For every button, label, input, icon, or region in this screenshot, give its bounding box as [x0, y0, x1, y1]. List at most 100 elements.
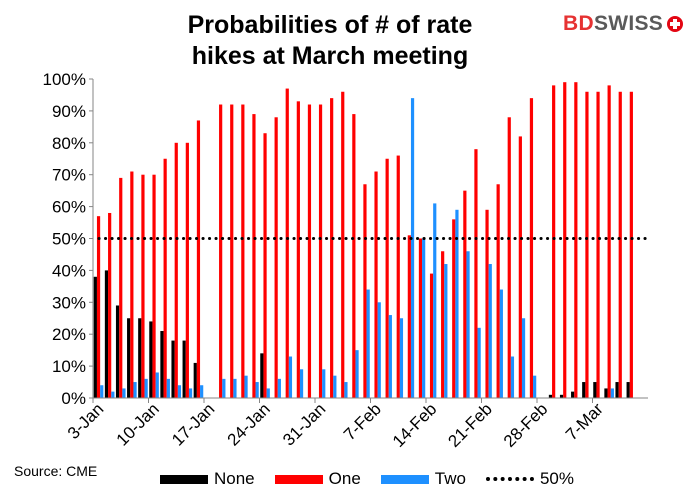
y-tick-label: 80%	[52, 134, 86, 153]
legend-label-two: Two	[434, 469, 466, 488]
bar-none	[548, 394, 553, 398]
bar-two	[244, 375, 248, 398]
bar-one	[141, 174, 145, 398]
bar-one	[152, 174, 156, 398]
bar-none	[559, 394, 564, 398]
y-tick-label: 70%	[52, 166, 86, 185]
bar-two	[344, 382, 348, 398]
x-tick-label: 28-Feb	[500, 399, 552, 451]
bar-one	[96, 216, 101, 398]
bar-two	[466, 251, 470, 398]
bar-none	[104, 270, 109, 398]
bar-one	[441, 251, 445, 398]
bar-one	[352, 114, 356, 398]
bar-two	[177, 385, 182, 398]
x-tick-label: 17-Jan	[168, 399, 218, 449]
bar-two	[366, 289, 370, 398]
bar-two	[133, 382, 137, 398]
source-note: Source: CME	[14, 463, 98, 479]
bar-none	[127, 318, 131, 398]
bar-none	[626, 382, 630, 398]
bar-none	[182, 340, 186, 398]
bar-two	[277, 378, 281, 398]
bar-none	[171, 340, 175, 398]
bar-none	[260, 353, 264, 398]
bar-one	[174, 142, 178, 398]
bar-one	[485, 209, 489, 398]
bar-one	[341, 91, 345, 398]
bar-one	[552, 85, 556, 398]
legend-swatch-two	[380, 474, 429, 484]
y-tick-label: 50%	[52, 230, 86, 249]
bar-two	[510, 356, 515, 398]
bar-two	[377, 302, 381, 398]
chart-title: Probabilities of # of rate hikes at Marc…	[187, 11, 473, 70]
bar-none	[582, 382, 586, 398]
bar-two	[410, 98, 415, 398]
bar-two	[388, 315, 392, 398]
x-tick-label: 21-Feb	[444, 399, 496, 451]
bar-one	[163, 158, 167, 398]
bar-one	[563, 82, 567, 398]
bar-one	[396, 155, 400, 398]
bar-none	[571, 391, 575, 398]
series-one	[96, 82, 633, 399]
bar-two	[100, 385, 104, 398]
bar-two	[188, 388, 193, 398]
y-tick-label: 40%	[52, 261, 86, 280]
bar-one	[318, 104, 323, 399]
bar-one	[219, 104, 223, 399]
bar-one	[385, 158, 389, 398]
bar-one	[196, 120, 201, 398]
bar-one	[607, 85, 611, 398]
bar-two	[144, 378, 148, 398]
bar-two	[533, 375, 537, 398]
legend-item-one: One	[274, 469, 361, 489]
bar-one	[263, 133, 267, 399]
bar-one	[474, 149, 478, 398]
bar-one	[296, 101, 300, 398]
bar-none	[604, 388, 608, 398]
bar-two	[155, 372, 159, 398]
bar-none	[115, 305, 120, 398]
bar-two	[399, 318, 404, 398]
bar-none	[615, 382, 619, 398]
bar-one	[463, 190, 467, 398]
bar-one	[185, 142, 189, 398]
bar-two	[299, 369, 304, 398]
bar-two	[355, 350, 359, 398]
legend-label-50: 50%	[539, 469, 574, 488]
y-tick-label: 60%	[52, 198, 86, 217]
bar-one	[274, 117, 278, 398]
brand-logo: BDSWISS	[563, 9, 684, 39]
legend-label-one: One	[328, 469, 361, 488]
bar-two	[166, 378, 170, 398]
bar-none	[93, 276, 97, 398]
y-tick-label: 0%	[61, 389, 86, 408]
x-tick-label: 7-Feb	[340, 399, 385, 444]
bar-two	[255, 382, 259, 398]
legend-swatch-none	[160, 474, 208, 484]
bar-one	[330, 98, 334, 398]
bar-two	[200, 385, 204, 398]
bar-one	[574, 82, 578, 398]
bar-two	[610, 388, 614, 398]
bar-two	[499, 289, 503, 398]
y-tick-label: 100%	[43, 70, 86, 89]
bar-one	[374, 171, 378, 398]
bar-two	[122, 388, 126, 398]
series-two	[100, 98, 614, 398]
x-tick-label: 10-Jan	[113, 399, 163, 449]
bar-one	[363, 184, 367, 398]
bar-two	[455, 209, 459, 398]
bar-two	[477, 327, 481, 398]
bar-one	[585, 91, 589, 398]
bar-none	[149, 321, 153, 398]
bar-one	[496, 184, 500, 398]
legend-item-50: 50%	[485, 469, 574, 489]
bar-two	[433, 203, 437, 398]
bar-one	[629, 91, 633, 398]
y-tick-label: 90%	[52, 102, 86, 121]
bar-two	[333, 375, 337, 398]
bar-two	[266, 388, 270, 398]
